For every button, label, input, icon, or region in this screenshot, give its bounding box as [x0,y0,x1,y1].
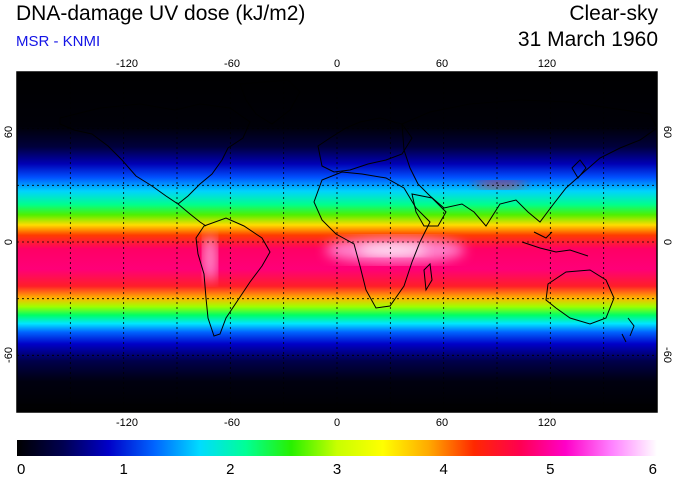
gridlines [17,72,657,412]
coastline-central-america [177,203,207,227]
lon-tick-label: 120 [538,417,556,429]
map-title: DNA-damage UV dose (kJ/m2) [16,2,306,25]
lon-tick-labels-top: -120 -60 0 60 120 [116,58,556,70]
coastline-madagascar [423,262,433,292]
lon-tick-label: -60 [224,417,240,429]
coastline-africa [313,171,431,309]
colorbar-tick-label: 2 [226,461,234,478]
colorbar-tick-label: 3 [333,461,341,478]
coastline-europe [317,117,413,173]
colorbar-tick-label: 4 [439,461,447,478]
lon-tick-label: 120 [538,58,556,70]
colorbar-tick-label: 6 [649,461,657,478]
coastline-greenland [239,79,301,125]
coastline-japan [571,159,587,179]
lon-tick-label: 60 [436,417,448,429]
lat-tick-labels-left: 60 0 -60 [3,126,15,363]
colorbar-tick-label: 1 [119,461,127,478]
coastline-australia [545,269,615,325]
lat-tick-label: 0 [3,239,15,245]
lat-tick-label: 60 [661,126,673,138]
coastline-north-america [59,103,251,205]
lon-tick-label: -120 [116,417,138,429]
lat-tick-label: -60 [3,347,15,363]
lat-tick-labels-right: 60 0 -60 [661,126,673,363]
colorbar-tick-label: 0 [17,461,25,478]
coastline-new-zealand [621,317,635,343]
lon-tick-labels-bottom: -120 -60 0 60 120 [116,417,556,429]
lat-tick-label: -60 [661,347,673,363]
sky-condition-label: Clear-sky [569,2,658,25]
lon-tick-label: 60 [436,58,448,70]
map-frame [16,71,658,413]
coastline-south-america [195,217,271,337]
lon-tick-label: -120 [116,58,138,70]
colorbar-tick-label: 5 [546,461,554,478]
andes-high-dose-area [203,234,217,282]
africa-peak-dose-area [357,244,427,256]
date-label: 31 March 1960 [517,28,658,51]
lat-tick-label: 60 [3,126,15,138]
lon-tick-label: 0 [334,417,340,429]
colorbar-tick-labels: 0 1 2 3 4 5 6 [17,461,657,478]
tibet-high-dose-area [474,181,526,189]
source-label: MSR - KNMI [16,33,101,50]
lon-tick-label: -60 [224,58,240,70]
coastlines [17,79,657,406]
lon-tick-label: 0 [334,58,340,70]
lat-tick-label: 0 [661,239,673,245]
colorbar-gradient [17,440,657,456]
coastline-arabia [411,193,447,227]
